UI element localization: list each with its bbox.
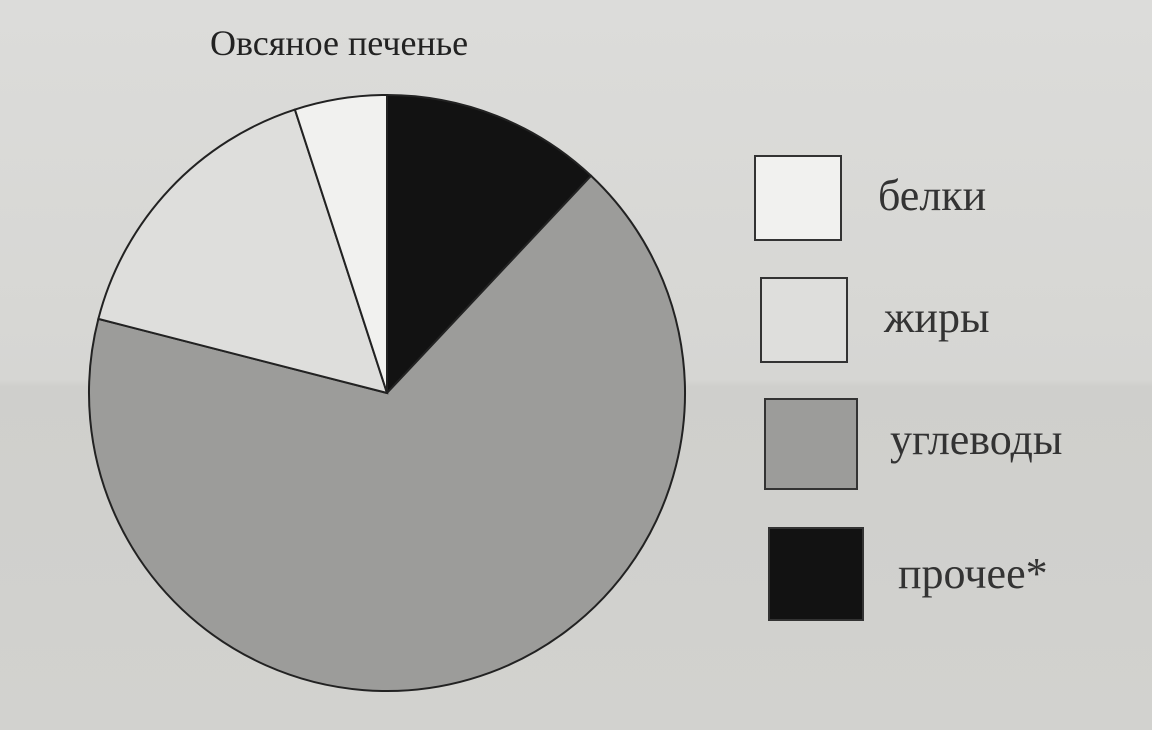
legend-label-belki: белки <box>878 171 987 220</box>
pie-slice-прочее <box>386 93 593 396</box>
pie-slice-углеводы <box>88 174 686 692</box>
legend-swatch-uglevody <box>764 398 858 490</box>
chart-title: Овсяное печенье <box>210 23 469 63</box>
legend-swatch-prochee <box>768 527 864 621</box>
legend-swatch-belki <box>754 155 842 241</box>
legend-swatch-zhiry <box>760 277 848 363</box>
legend-label-zhiry: жиры <box>884 293 990 342</box>
legend-label-uglevody: углеводы <box>890 415 1063 464</box>
legend-label-prochee: прочее* <box>898 549 1048 598</box>
pie-slice-белки <box>293 93 388 394</box>
pie-slice-жиры <box>97 108 389 395</box>
pie-chart <box>88 93 686 692</box>
